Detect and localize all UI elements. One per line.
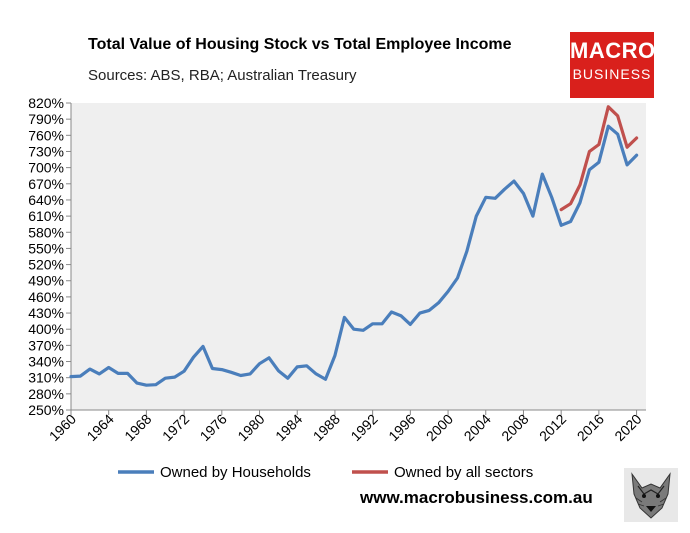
x-axis: 1960 1964 1968 1972 1976 1980 1984 1988 1992 1996… <box>46 409 646 444</box>
series-line-1 <box>559 105 639 212</box>
plot-area <box>71 103 646 410</box>
y-tick-label: 280% <box>28 386 64 402</box>
y-tick-label: 520% <box>28 257 64 273</box>
chart-subtitle: Sources: ABS, RBA; Australian Treasury <box>88 67 357 84</box>
macrobusiness-logo: MACRO BUSINESS <box>570 32 656 98</box>
wolf-head-icon <box>624 468 678 522</box>
y-tick-label: 550% <box>28 240 64 256</box>
x-tick-label: 1972 <box>159 411 192 444</box>
legend-label-0: Owned by Households <box>160 464 311 481</box>
y-tick-label: 610% <box>28 208 64 224</box>
x-tick-label: 1968 <box>121 411 154 444</box>
y-tick-label: 730% <box>28 143 64 159</box>
logo-line-business: BUSINESS <box>572 66 652 82</box>
logo-line-macro: MACRO <box>570 38 656 63</box>
chart-title: Total Value of Housing Stock vs Total Em… <box>88 36 512 53</box>
y-tick-label: 820% <box>28 95 64 111</box>
series-lines <box>69 105 639 387</box>
y-tick-label: 370% <box>28 337 64 353</box>
y-axis: 250%280%310%340%370%400%430%460%490%520%… <box>28 95 72 418</box>
x-tick-label: 1984 <box>272 411 305 444</box>
y-tick-label: 580% <box>28 224 64 240</box>
x-tick-label: 2016 <box>574 411 607 444</box>
x-tick-label: 1980 <box>234 411 267 444</box>
x-tick-label: 1996 <box>385 411 418 444</box>
x-tick-label: 1992 <box>347 411 380 444</box>
y-tick-label: 340% <box>28 354 64 370</box>
y-tick-label: 250% <box>28 402 64 418</box>
x-tick-label: 2008 <box>498 411 531 444</box>
y-tick-label: 460% <box>28 289 64 305</box>
x-tick-label: 1964 <box>83 411 116 444</box>
website-url: www.macrobusiness.com.au <box>360 488 593 507</box>
series-line-0 <box>69 124 639 387</box>
legend-label-1: Owned by all sectors <box>394 464 533 481</box>
y-tick-label: 310% <box>28 370 64 386</box>
x-tick-label: 1988 <box>310 411 343 444</box>
y-tick-label: 490% <box>28 273 64 289</box>
x-tick-label: 2012 <box>536 411 569 444</box>
y-tick-label: 760% <box>28 127 64 143</box>
y-tick-label: 700% <box>28 160 64 176</box>
y-tick-label: 790% <box>28 111 64 127</box>
y-tick-label: 400% <box>28 321 64 337</box>
y-tick-label: 670% <box>28 176 64 192</box>
y-tick-label: 640% <box>28 192 64 208</box>
x-tick-label: 2004 <box>461 411 494 444</box>
x-tick-label: 2000 <box>423 411 456 444</box>
x-tick-label: 1976 <box>197 411 230 444</box>
y-tick-label: 430% <box>28 305 64 321</box>
x-tick-label: 2020 <box>611 411 644 444</box>
legend: Owned by Households Owned by all sectors <box>118 464 533 481</box>
